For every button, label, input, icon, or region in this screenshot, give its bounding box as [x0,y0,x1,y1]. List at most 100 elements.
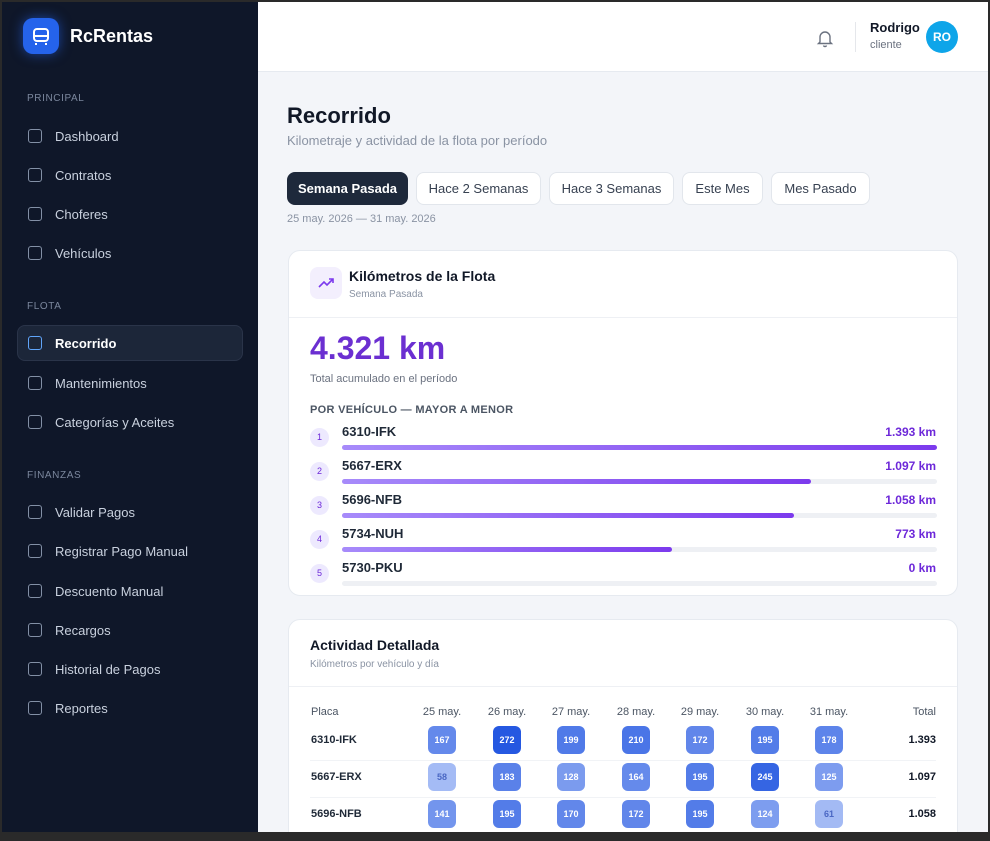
column-header: Placa [311,706,339,718]
heat-cell: 272 [493,726,521,754]
nav-section-title: FINANZAS [27,470,82,481]
row-total: 1.097 [908,771,936,783]
nav-section-title: PRINCIPAL [27,93,85,104]
nav-icon [28,336,42,350]
nav-item[interactable]: Historial de Pagos [55,662,161,677]
period-tab[interactable]: Este Mes [682,172,763,205]
sidebar: RcRentas PRINCIPAL Dashboard Contratos Chof… [2,2,258,832]
nav-icon [28,376,42,390]
nav-active-bg [17,325,243,361]
column-header: Total [912,706,936,718]
card-subtitle: Semana Pasada [349,289,423,300]
user-role: cliente [870,39,902,51]
heat-cell: 125 [815,763,843,791]
row-total: 1.058 [908,808,936,820]
nav-item[interactable]: Reportes [55,701,108,716]
rank-badge: 2 [310,462,329,481]
column-header: 27 may. [551,706,591,718]
column-header: 29 may. [680,706,720,718]
heat-cell: 170 [557,800,585,828]
nav-icon [28,701,42,715]
heat-cell: 178 [815,726,843,754]
heat-cell: 245 [751,763,779,791]
heat-cell: 172 [622,800,650,828]
brand-name[interactable]: RcRentas [70,26,154,46]
total-km: 4.321 km [310,330,446,366]
heat-cell: 61 [815,800,843,828]
nav-item[interactable]: Categorías y Aceites [55,415,175,430]
row-plate: 6310-IFK [311,734,357,746]
row-divider [310,797,936,798]
heat-cell: 164 [622,763,650,791]
nav-icon [28,168,42,182]
page-subtitle: Kilometraje y actividad de la flota por … [287,133,548,148]
km-bar [342,547,673,552]
user-avatar[interactable]: RO [926,21,958,53]
column-header: 30 may. [745,706,785,718]
km-bar [342,445,937,450]
heat-cell: 141 [428,800,456,828]
heat-cell: 199 [557,726,585,754]
period-tab[interactable]: Hace 3 Semanas [549,172,674,205]
vehicle-km: 1.097 km [885,459,936,473]
heat-cell: 195 [751,726,779,754]
nav-icon [28,129,42,143]
row-total: 1.393 [908,734,936,746]
nav-item[interactable]: Recargos [55,623,111,638]
card-divider [289,317,957,318]
vehicle-plate: 5730-PKU [342,560,403,575]
card-divider [289,686,957,687]
vehicle-km: 0 km [908,561,936,575]
column-header: 31 may. [809,706,849,718]
section-label: POR VEHÍCULO — MAYOR A MENOR [310,404,514,416]
vehicle-km: 1.393 km [885,425,936,439]
activity-card: Actividad Detallada Kilómetros por vehíc… [288,619,958,832]
heat-cell: 195 [686,800,714,828]
row-plate: 5696-NFB [311,808,362,820]
nav-section-title: FLOTA [27,301,62,312]
vehicle-plate: 5667-ERX [342,458,402,473]
row-plate: 5667-ERX [311,771,362,783]
heat-cell: 128 [557,763,585,791]
vehicle-km: 1.058 km [885,493,936,507]
period-tab[interactable]: Semana Pasada [287,172,408,205]
rank-badge: 3 [310,496,329,515]
nav-icon [28,623,42,637]
nav-item[interactable]: Vehículos [55,246,112,261]
vehicle-plate: 5734-NUH [342,526,404,541]
main-area: Rodrigo cliente RO Recorrido Kilometraje… [258,2,988,832]
nav-icon [28,584,42,598]
nav-item[interactable]: Dashboard [55,129,119,144]
rank-badge: 4 [310,530,329,549]
nav-item[interactable]: Mantenimientos [55,376,147,391]
column-header: 25 may. [422,706,462,718]
nav-item[interactable]: Validar Pagos [55,505,135,520]
bar-track [342,581,937,586]
heat-cell: 58 [428,763,456,791]
row-divider [310,760,936,761]
nav-item[interactable]: Recorrido [55,336,117,351]
date-range: 25 may. 2026 — 31 may. 2026 [287,213,436,225]
vehicle-km: 773 km [895,527,936,541]
nav-item[interactable]: Descuento Manual [55,584,164,599]
brand-logo[interactable] [23,18,59,54]
heat-cell: 172 [686,726,714,754]
card-subtitle: Kilómetros por vehículo y día [310,659,439,670]
page-title: Recorrido [287,103,391,128]
heat-cell: 195 [493,800,521,828]
rank-badge: 5 [310,564,329,583]
nav-item[interactable]: Contratos [55,168,112,183]
nav-icon [28,505,42,519]
nav-item[interactable]: Choferes [55,207,108,222]
period-tab[interactable]: Hace 2 Semanas [416,172,541,205]
notification-bell[interactable] [816,28,834,48]
trend-icon [310,267,342,299]
trend-icon-graphic [318,278,334,288]
nav-icon [28,246,42,260]
card-title: Actividad Detallada [310,637,440,653]
period-tab[interactable]: Mes Pasado [771,172,870,205]
nav-item[interactable]: Registrar Pago Manual [55,544,188,559]
fleet-card: Kilómetros de la Flota Semana Pasada 4.3… [288,250,958,596]
user-name[interactable]: Rodrigo [870,20,920,35]
